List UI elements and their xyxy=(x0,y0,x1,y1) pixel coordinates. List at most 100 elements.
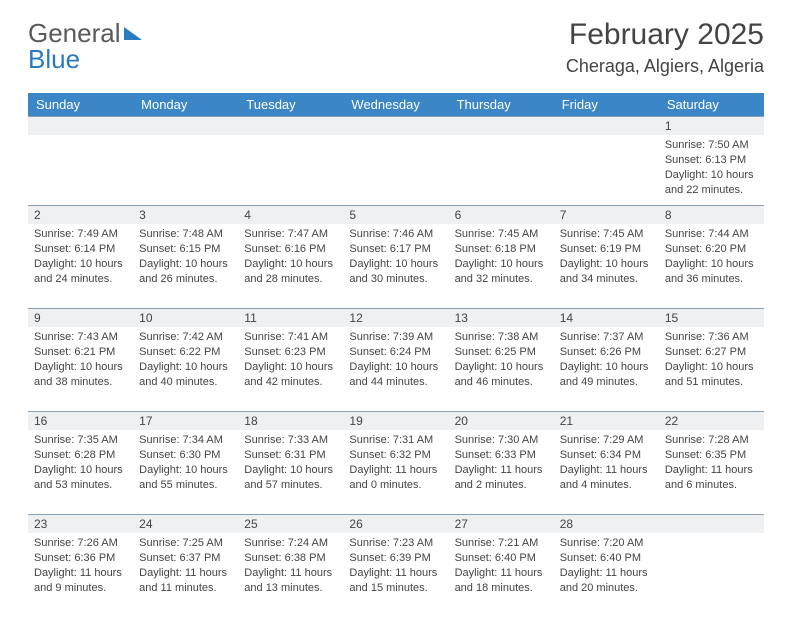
day1-text: Daylight: 10 hours xyxy=(139,257,232,272)
day-number: 21 xyxy=(554,412,659,430)
day-number: 28 xyxy=(554,515,659,533)
sunrise-text: Sunrise: 7:31 AM xyxy=(349,433,442,448)
day2-text: and 42 minutes. xyxy=(244,375,337,390)
day2-text: and 13 minutes. xyxy=(244,581,337,596)
day1-text: Daylight: 10 hours xyxy=(34,257,127,272)
sunrise-text: Sunrise: 7:33 AM xyxy=(244,433,337,448)
day1-text: Daylight: 10 hours xyxy=(665,168,758,183)
day1-text: Daylight: 10 hours xyxy=(455,360,548,375)
day1-text: Daylight: 10 hours xyxy=(244,360,337,375)
day-cell: Sunrise: 7:48 AMSunset: 6:15 PMDaylight:… xyxy=(133,224,238,308)
day-number: 22 xyxy=(659,412,764,430)
day-number: 11 xyxy=(238,309,343,327)
day-cell: Sunrise: 7:34 AMSunset: 6:30 PMDaylight:… xyxy=(133,430,238,514)
day-number: 20 xyxy=(449,412,554,430)
day1-text: Daylight: 10 hours xyxy=(665,360,758,375)
day-number xyxy=(659,515,764,533)
sunset-text: Sunset: 6:25 PM xyxy=(455,345,548,360)
day1-text: Daylight: 11 hours xyxy=(349,463,442,478)
day-cell: Sunrise: 7:28 AMSunset: 6:35 PMDaylight:… xyxy=(659,430,764,514)
day1-text: Daylight: 10 hours xyxy=(349,257,442,272)
day1-text: Daylight: 10 hours xyxy=(244,463,337,478)
header: General February 2025 Cheraga, Algiers, … xyxy=(0,0,792,85)
day2-text: and 30 minutes. xyxy=(349,272,442,287)
day1-text: Daylight: 11 hours xyxy=(244,566,337,581)
location: Cheraga, Algiers, Algeria xyxy=(566,56,764,77)
day2-text: and 44 minutes. xyxy=(349,375,442,390)
day-number: 9 xyxy=(28,309,133,327)
day2-text: and 57 minutes. xyxy=(244,478,337,493)
day-cell: Sunrise: 7:26 AMSunset: 6:36 PMDaylight:… xyxy=(28,533,133,617)
day-number: 1 xyxy=(659,117,764,135)
day2-text: and 4 minutes. xyxy=(560,478,653,493)
day-number: 16 xyxy=(28,412,133,430)
sunset-text: Sunset: 6:26 PM xyxy=(560,345,653,360)
sunset-text: Sunset: 6:38 PM xyxy=(244,551,337,566)
day2-text: and 26 minutes. xyxy=(139,272,232,287)
day-number: 25 xyxy=(238,515,343,533)
sunset-text: Sunset: 6:22 PM xyxy=(139,345,232,360)
day2-text: and 40 minutes. xyxy=(139,375,232,390)
day1-text: Daylight: 10 hours xyxy=(34,463,127,478)
weekday-header: Thursday xyxy=(449,93,554,116)
day2-text: and 2 minutes. xyxy=(455,478,548,493)
day-cell: Sunrise: 7:45 AMSunset: 6:18 PMDaylight:… xyxy=(449,224,554,308)
day-number: 4 xyxy=(238,206,343,224)
sunrise-text: Sunrise: 7:49 AM xyxy=(34,227,127,242)
day1-text: Daylight: 10 hours xyxy=(34,360,127,375)
day-cell: Sunrise: 7:49 AMSunset: 6:14 PMDaylight:… xyxy=(28,224,133,308)
day-number: 6 xyxy=(449,206,554,224)
day-cell xyxy=(659,533,764,617)
day-cell: Sunrise: 7:50 AMSunset: 6:13 PMDaylight:… xyxy=(659,135,764,205)
day-cell: Sunrise: 7:33 AMSunset: 6:31 PMDaylight:… xyxy=(238,430,343,514)
sunrise-text: Sunrise: 7:47 AM xyxy=(244,227,337,242)
day-number: 10 xyxy=(133,309,238,327)
sunset-text: Sunset: 6:31 PM xyxy=(244,448,337,463)
day-cell: Sunrise: 7:21 AMSunset: 6:40 PMDaylight:… xyxy=(449,533,554,617)
day1-text: Daylight: 10 hours xyxy=(455,257,548,272)
day-number: 13 xyxy=(449,309,554,327)
day1-text: Daylight: 10 hours xyxy=(349,360,442,375)
day-cell: Sunrise: 7:46 AMSunset: 6:17 PMDaylight:… xyxy=(343,224,448,308)
day1-text: Daylight: 10 hours xyxy=(139,360,232,375)
day-cell: Sunrise: 7:41 AMSunset: 6:23 PMDaylight:… xyxy=(238,327,343,411)
day-cell: Sunrise: 7:20 AMSunset: 6:40 PMDaylight:… xyxy=(554,533,659,617)
day-number: 17 xyxy=(133,412,238,430)
day-cell: Sunrise: 7:23 AMSunset: 6:39 PMDaylight:… xyxy=(343,533,448,617)
day1-text: Daylight: 11 hours xyxy=(665,463,758,478)
sunrise-text: Sunrise: 7:43 AM xyxy=(34,330,127,345)
day2-text: and 51 minutes. xyxy=(665,375,758,390)
day-cell: Sunrise: 7:31 AMSunset: 6:32 PMDaylight:… xyxy=(343,430,448,514)
day-number xyxy=(238,117,343,135)
sunset-text: Sunset: 6:14 PM xyxy=(34,242,127,257)
sunrise-text: Sunrise: 7:30 AM xyxy=(455,433,548,448)
day2-text: and 9 minutes. xyxy=(34,581,127,596)
day-cell xyxy=(133,135,238,205)
weekday-header: Sunday xyxy=(28,93,133,116)
day-cell: Sunrise: 7:35 AMSunset: 6:28 PMDaylight:… xyxy=(28,430,133,514)
weeks-container: 1Sunrise: 7:50 AMSunset: 6:13 PMDaylight… xyxy=(28,116,764,617)
day-number xyxy=(133,117,238,135)
day-cell: Sunrise: 7:43 AMSunset: 6:21 PMDaylight:… xyxy=(28,327,133,411)
day2-text: and 38 minutes. xyxy=(34,375,127,390)
title-block: February 2025 Cheraga, Algiers, Algeria xyxy=(566,18,764,77)
weekday-header: Wednesday xyxy=(343,93,448,116)
day-number: 5 xyxy=(343,206,448,224)
sunrise-text: Sunrise: 7:50 AM xyxy=(665,138,758,153)
day1-text: Daylight: 11 hours xyxy=(139,566,232,581)
day-number xyxy=(449,117,554,135)
day1-text: Daylight: 11 hours xyxy=(455,463,548,478)
sunset-text: Sunset: 6:33 PM xyxy=(455,448,548,463)
sunrise-text: Sunrise: 7:46 AM xyxy=(349,227,442,242)
day-cell: Sunrise: 7:30 AMSunset: 6:33 PMDaylight:… xyxy=(449,430,554,514)
day-number: 15 xyxy=(659,309,764,327)
sunrise-text: Sunrise: 7:29 AM xyxy=(560,433,653,448)
day2-text: and 49 minutes. xyxy=(560,375,653,390)
week-row: Sunrise: 7:26 AMSunset: 6:36 PMDaylight:… xyxy=(28,533,764,617)
sunset-text: Sunset: 6:36 PM xyxy=(34,551,127,566)
day-number: 8 xyxy=(659,206,764,224)
day-cell: Sunrise: 7:42 AMSunset: 6:22 PMDaylight:… xyxy=(133,327,238,411)
week-row: Sunrise: 7:50 AMSunset: 6:13 PMDaylight:… xyxy=(28,135,764,205)
day2-text: and 32 minutes. xyxy=(455,272,548,287)
sunset-text: Sunset: 6:34 PM xyxy=(560,448,653,463)
